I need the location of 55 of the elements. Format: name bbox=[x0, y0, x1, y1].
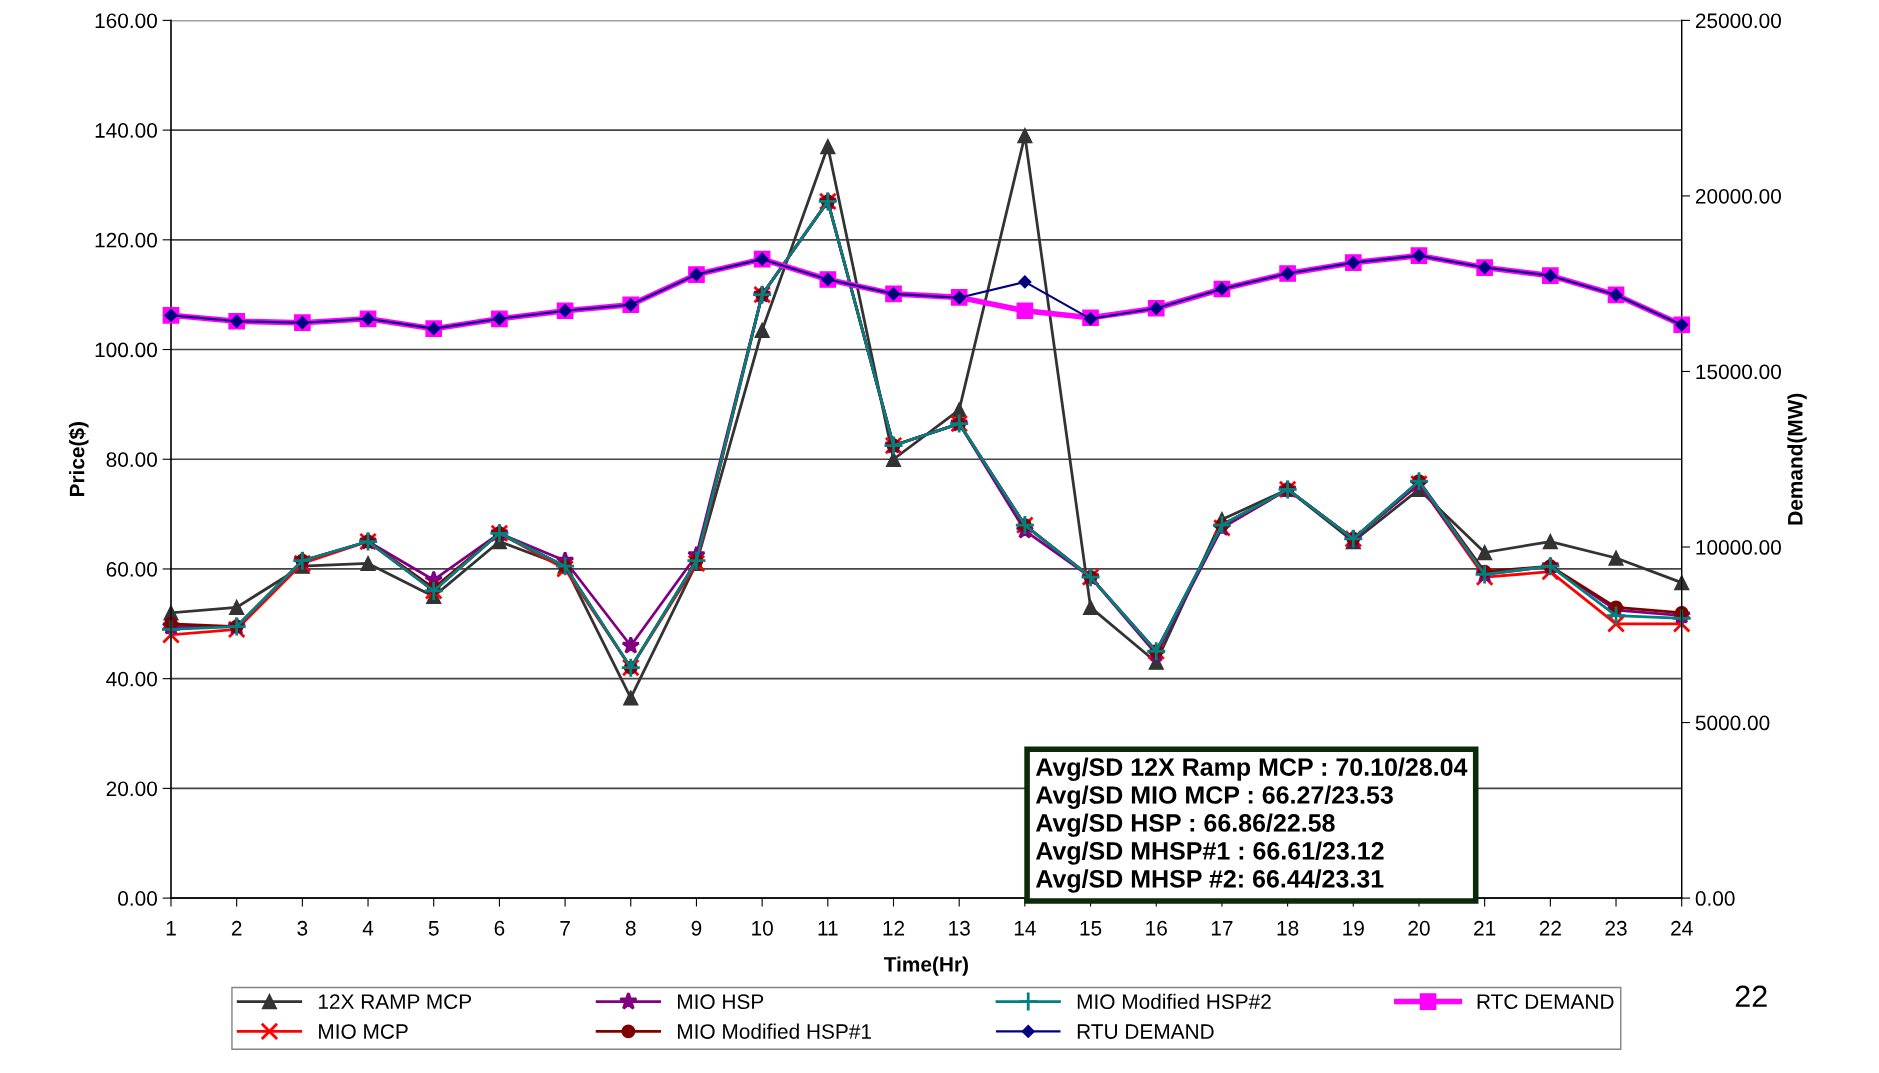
y-tick-label: 80.00 bbox=[106, 452, 157, 467]
y-axis-title: Price($) bbox=[68, 422, 89, 497]
x-tick-label: 14 bbox=[1014, 921, 1036, 936]
x-tick-label: 22 bbox=[1539, 920, 1561, 936]
legend-label: RTC DEMAND bbox=[1477, 994, 1614, 1010]
y-tick-label: 40.00 bbox=[106, 671, 157, 687]
y-tick-label: 60.00 bbox=[106, 561, 157, 577]
x-tick-label: 18 bbox=[1277, 920, 1299, 936]
x-tick-label: 21 bbox=[1474, 920, 1496, 936]
x-tick-label: 23 bbox=[1605, 920, 1627, 936]
x-tick-label: 12 bbox=[883, 920, 905, 936]
x-tick-label: 9 bbox=[691, 920, 702, 936]
x-tick-label: 4 bbox=[362, 921, 374, 936]
legend-label: MIO Modified HSP#2 bbox=[1077, 993, 1271, 1010]
x-tick-label: 24 bbox=[1671, 920, 1693, 936]
annotation: Avg/SD HSP : 66.86/22.58 bbox=[1035, 813, 1335, 837]
y2-tick-label: 5000.00 bbox=[1695, 715, 1770, 731]
x-tick-label: 17 bbox=[1211, 921, 1233, 936]
x-axis-title: Time(Hr) bbox=[883, 956, 968, 976]
annotation: Avg/SD MHSP#1 : 66.61/23.12 bbox=[1035, 841, 1384, 865]
x-tick-label: 5 bbox=[428, 921, 439, 936]
x-tick-label: 13 bbox=[949, 920, 970, 936]
x-tick-label: 6 bbox=[494, 920, 505, 936]
legend-label: MIO HSP bbox=[678, 994, 764, 1010]
y-tick-label: 100.00 bbox=[95, 342, 157, 358]
y2-tick-label: 25000.00 bbox=[1695, 13, 1781, 29]
legend-label: 12X RAMP MCP bbox=[318, 994, 472, 1010]
text: 22 bbox=[1735, 985, 1767, 1007]
y-tick-label: 0.00 bbox=[118, 891, 157, 906]
y2-tick-label: 0.00 bbox=[1695, 891, 1735, 906]
y2-tick-label: 20000.00 bbox=[1695, 188, 1781, 204]
y-tick-label: 160.00 bbox=[95, 13, 157, 29]
x-tick-label: 8 bbox=[625, 920, 636, 936]
x-tick-label: 2 bbox=[231, 920, 242, 936]
legend-label: RTU DEMAND bbox=[1077, 1024, 1214, 1039]
x-tick-label: 10 bbox=[752, 920, 773, 936]
x-tick-label: 11 bbox=[818, 921, 838, 936]
x-tick-label: 3 bbox=[297, 920, 308, 936]
x-tick-label: 20 bbox=[1408, 920, 1430, 936]
y-tick-label: 120.00 bbox=[95, 232, 157, 248]
x-tick-label: 19 bbox=[1343, 920, 1364, 936]
y2-axis-title: Demand(MW) bbox=[1787, 393, 1807, 525]
annotation: Avg/SD MHSP #2: 66.44/23.31 bbox=[1035, 869, 1384, 893]
legend-label: MIO Modified HSP#1 bbox=[678, 1023, 871, 1039]
x-tick-label: 16 bbox=[1146, 920, 1167, 936]
x-tick-label: 7 bbox=[560, 921, 570, 936]
x-tick-label: 1 bbox=[166, 921, 176, 936]
legend-label: MIO MCP bbox=[319, 1024, 408, 1039]
annotation: Avg/SD 12X Ramp MCP : 70.10/28.04 bbox=[1035, 757, 1468, 781]
x-tick-label: 15 bbox=[1080, 921, 1102, 936]
y2-tick-label: 10000.00 bbox=[1696, 540, 1781, 555]
y2-tick-label: 15000.00 bbox=[1696, 364, 1781, 380]
y-tick-label: 20.00 bbox=[106, 781, 157, 797]
y-tick-label: 140.00 bbox=[95, 123, 157, 138]
annotation: Avg/SD MIO MCP : 66.27/23.53 bbox=[1035, 785, 1393, 809]
